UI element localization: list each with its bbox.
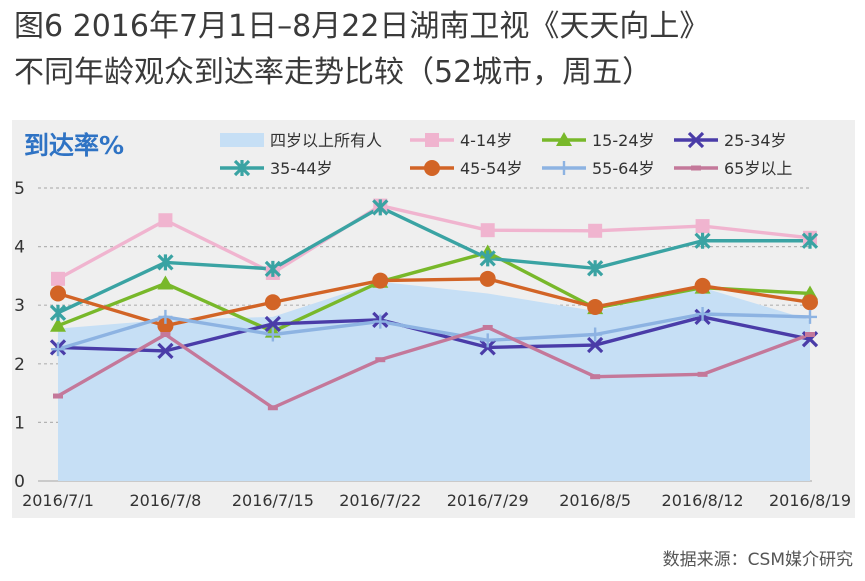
series-4-point xyxy=(802,294,818,311)
chart-panel: 到达率% 0 1 2 3 4 5 2016/7/1 2016/7/8 2016/7/15 2016/… xyxy=(12,120,855,518)
series-5-point xyxy=(158,309,173,324)
series-3-point xyxy=(157,254,174,271)
y-tick-label: 4 xyxy=(14,238,25,258)
y-tick-label: 0 xyxy=(14,472,25,492)
legend-label: 65岁以上 xyxy=(724,159,792,178)
series-0-point xyxy=(480,223,495,238)
x-tick-label: 2016/7/8 xyxy=(129,491,201,510)
series-3-point xyxy=(587,260,604,277)
x-tick-label: 2016/7/15 xyxy=(232,491,314,510)
series-3-point xyxy=(479,250,496,267)
series-5-point xyxy=(480,333,495,348)
series-line-0 xyxy=(57,203,811,281)
x-tick-label: 2016/8/5 xyxy=(559,491,631,510)
series-3-point xyxy=(49,304,67,321)
series-4-point xyxy=(479,270,496,287)
series-2-point xyxy=(479,339,496,356)
legend-swatch-marker xyxy=(687,131,705,149)
series-2-point xyxy=(264,315,281,333)
series-4-point xyxy=(694,277,711,294)
series-1-point xyxy=(157,275,174,290)
x-tick-label: 2016/8/19 xyxy=(769,491,851,510)
series-5-point xyxy=(373,314,388,329)
series-0-point xyxy=(588,223,603,238)
series-line-4 xyxy=(57,277,811,328)
legend-label: 15-24岁 xyxy=(592,131,655,150)
series-line-3 xyxy=(57,205,810,315)
legend-label: 35-44岁 xyxy=(270,159,333,178)
legend-swatch-marker xyxy=(557,161,571,175)
y-tick-label: 1 xyxy=(14,413,25,433)
line-chart: 到达率% 0 1 2 3 4 5 2016/7/1 2016/7/8 2016/7/15 2016/… xyxy=(14,131,851,510)
legend-swatch-area xyxy=(220,133,264,147)
chart-title-line-2: 不同年龄观众到达率走势比较（52城市，周五） xyxy=(14,55,653,90)
chart-title-line-1: 图6 2016年7月1日–8月22日湖南卫视《天天向上》 xyxy=(14,9,710,44)
x-tick-label: 2016/7/1 xyxy=(22,491,94,510)
y-tick-label: 3 xyxy=(14,296,25,316)
data-source-note: 数据来源：CSM媒介研究 xyxy=(662,550,853,570)
legend-swatch-marker xyxy=(233,159,251,177)
legend-swatch-marker xyxy=(556,132,572,146)
series-2-point xyxy=(157,342,174,360)
y-tick-label: 2 xyxy=(14,355,25,375)
legend-label: 45-54岁 xyxy=(460,159,523,178)
series-3-point xyxy=(264,260,281,277)
series-5-point xyxy=(803,309,817,324)
series-4-point xyxy=(157,317,174,334)
x-tick-label: 2016/8/12 xyxy=(662,491,744,510)
series-3-point xyxy=(801,232,819,249)
series-0-point xyxy=(158,213,173,228)
series-0-point xyxy=(695,219,710,234)
y-tick-label: 5 xyxy=(14,179,25,199)
x-tick-label: 2016/7/29 xyxy=(447,491,529,510)
legend-label: 25-34岁 xyxy=(724,131,787,150)
series-5-point xyxy=(51,342,65,357)
legend-label: 四岁以上所有人 xyxy=(270,131,382,150)
series-5-point xyxy=(588,327,603,342)
series-5-point xyxy=(695,306,710,321)
series-4-point xyxy=(50,285,66,302)
y-axis-label: 到达率% xyxy=(24,131,124,160)
series-4-point xyxy=(264,294,281,311)
series-2-point xyxy=(587,336,604,354)
series-4-point xyxy=(372,272,389,289)
legend-swatch-marker xyxy=(424,160,440,176)
series-line-6 xyxy=(57,325,811,410)
series-line-5 xyxy=(57,312,811,351)
series-5-point xyxy=(265,327,280,342)
series-3-point xyxy=(694,232,711,249)
series-1-point xyxy=(50,317,66,332)
legend-label: 55-64岁 xyxy=(592,159,655,178)
series-4-point xyxy=(587,298,604,315)
legend-label: 4-14岁 xyxy=(460,131,512,150)
x-tick-label: 2016/7/22 xyxy=(339,491,421,510)
legend-swatch-marker xyxy=(425,133,439,147)
series-3-point xyxy=(372,199,389,216)
series-0-point xyxy=(51,271,65,286)
